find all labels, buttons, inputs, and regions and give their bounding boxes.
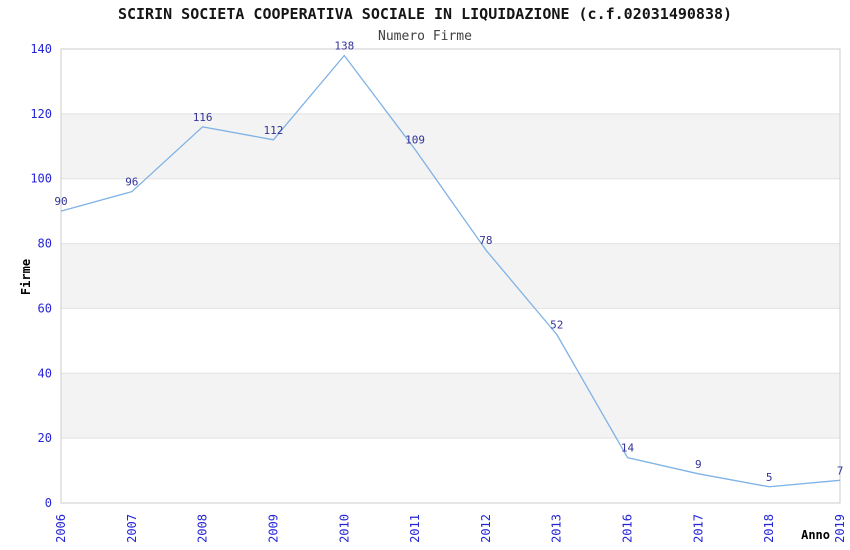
x-tick-label: 2019 bbox=[833, 514, 847, 543]
y-tick-label: 60 bbox=[38, 301, 52, 315]
x-tick-label: 2013 bbox=[550, 514, 564, 543]
y-tick-label: 40 bbox=[38, 366, 52, 380]
plot-border bbox=[60, 48, 841, 504]
x-tick-label: 2010 bbox=[337, 514, 351, 543]
data-label: 78 bbox=[479, 234, 492, 247]
x-tick-label: 2011 bbox=[408, 514, 422, 543]
data-label: 109 bbox=[405, 134, 425, 147]
chart-subtitle: Numero Firme bbox=[378, 29, 472, 44]
y-tick-label: 0 bbox=[45, 496, 52, 510]
data-line bbox=[60, 54, 841, 488]
plot-band bbox=[61, 373, 840, 439]
x-tick-label: 2008 bbox=[196, 514, 210, 543]
chart-title: SCIRIN SOCIETA COOPERATIVA SOCIALE IN LI… bbox=[118, 5, 732, 23]
data-label: 96 bbox=[125, 176, 138, 189]
x-tick-label: 2007 bbox=[125, 514, 139, 543]
y-tick-label: 80 bbox=[38, 237, 52, 251]
plot-band bbox=[61, 243, 840, 309]
plot-band bbox=[61, 113, 840, 179]
x-tick-label: 2018 bbox=[762, 514, 776, 543]
data-label: 14 bbox=[621, 442, 635, 455]
data-label: 112 bbox=[264, 124, 284, 137]
data-label: 116 bbox=[193, 111, 213, 124]
x-tick-label: 2006 bbox=[54, 514, 68, 543]
data-label: 138 bbox=[334, 39, 354, 52]
x-tick-label: 2009 bbox=[266, 514, 280, 543]
data-label: 5 bbox=[766, 471, 773, 484]
data-label: 52 bbox=[550, 318, 563, 331]
y-tick-label: 20 bbox=[38, 431, 52, 445]
y-tick-label: 140 bbox=[30, 42, 52, 56]
x-tick-label: 2016 bbox=[621, 514, 635, 543]
chart-plot-area: 0 20 40 60 80 100 120 140 2006 2007 2008 2009 2010 20… bbox=[30, 39, 847, 542]
y-tick-label: 100 bbox=[30, 172, 52, 186]
x-tick-label: 2017 bbox=[691, 514, 705, 543]
data-label: 90 bbox=[54, 195, 67, 208]
y-tick-label: 120 bbox=[30, 107, 52, 121]
data-label: 7 bbox=[837, 464, 844, 477]
data-label: 9 bbox=[695, 458, 702, 471]
x-axis-title: Anno bbox=[801, 528, 830, 542]
x-tick-label: 2012 bbox=[479, 514, 493, 543]
y-axis-title: Firme bbox=[19, 259, 33, 295]
